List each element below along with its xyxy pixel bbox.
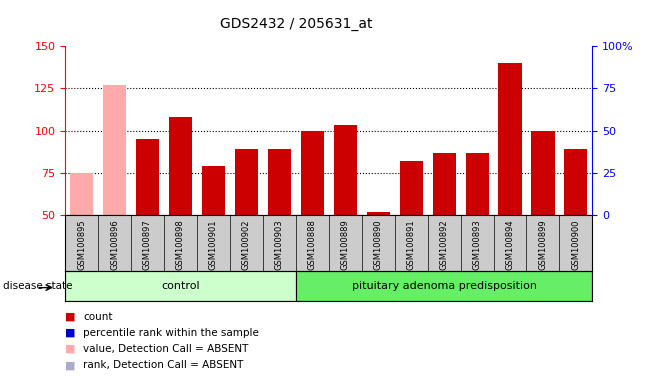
Bar	[70, 173, 93, 215]
Bar	[564, 149, 587, 215]
Bar	[268, 149, 291, 215]
Text: GSM100898: GSM100898	[176, 220, 185, 270]
Bar	[334, 126, 357, 215]
Text: GSM100891: GSM100891	[407, 220, 415, 270]
Text: ■: ■	[65, 312, 76, 322]
Text: disease state: disease state	[3, 281, 73, 291]
Text: GSM100902: GSM100902	[242, 220, 251, 270]
Text: GSM100894: GSM100894	[506, 220, 514, 270]
Text: pituitary adenoma predisposition: pituitary adenoma predisposition	[352, 281, 536, 291]
Bar	[202, 166, 225, 215]
Bar	[400, 161, 422, 215]
Text: GSM100903: GSM100903	[275, 220, 284, 270]
Bar	[432, 152, 456, 215]
Text: GSM100888: GSM100888	[308, 220, 317, 270]
Text: ■: ■	[65, 328, 76, 338]
Text: GDS2432 / 205631_at: GDS2432 / 205631_at	[220, 17, 372, 31]
Bar	[367, 212, 390, 215]
Text: count: count	[83, 312, 113, 322]
Bar	[169, 117, 192, 215]
Bar	[65, 271, 296, 301]
Text: value, Detection Call = ABSENT: value, Detection Call = ABSENT	[83, 344, 249, 354]
Bar	[301, 131, 324, 215]
Bar	[296, 271, 592, 301]
Text: GSM100901: GSM100901	[209, 220, 218, 270]
Text: GSM100899: GSM100899	[538, 220, 547, 270]
Text: percentile rank within the sample: percentile rank within the sample	[83, 328, 259, 338]
Text: GSM100890: GSM100890	[374, 220, 383, 270]
Text: GSM100897: GSM100897	[143, 220, 152, 270]
Text: control: control	[161, 281, 200, 291]
Bar	[103, 85, 126, 215]
Bar	[531, 131, 555, 215]
Text: GSM100893: GSM100893	[473, 220, 482, 270]
Text: GSM100896: GSM100896	[110, 220, 119, 270]
Text: GSM100895: GSM100895	[77, 220, 86, 270]
Bar	[465, 152, 489, 215]
Text: ■: ■	[65, 360, 76, 370]
Bar	[499, 63, 521, 215]
Text: GSM100892: GSM100892	[439, 220, 449, 270]
Bar	[235, 149, 258, 215]
Text: rank, Detection Call = ABSENT: rank, Detection Call = ABSENT	[83, 360, 243, 370]
Bar	[136, 139, 159, 215]
Text: GSM100889: GSM100889	[340, 220, 350, 270]
Text: ■: ■	[65, 344, 76, 354]
Text: GSM100900: GSM100900	[572, 220, 581, 270]
